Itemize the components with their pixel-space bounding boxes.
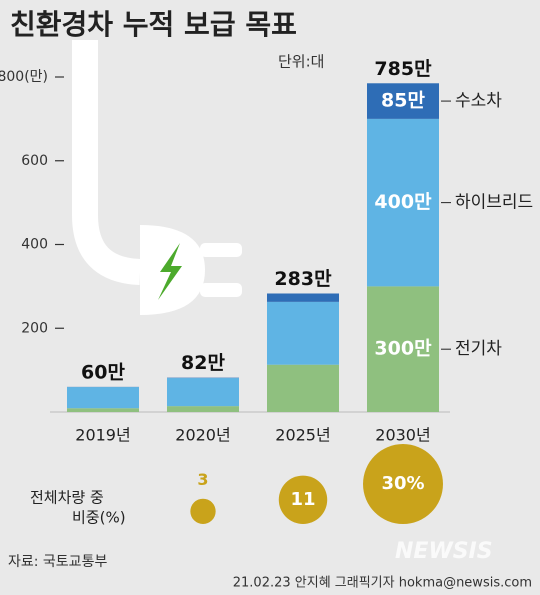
source: 자료: 국토교통부 — [8, 554, 107, 570]
credit: 21.02.23 안지혜 그래픽기자 hokma@newsis.com — [233, 576, 532, 591]
total-label: 82만 — [181, 352, 225, 374]
share-label-value: 30% — [381, 473, 424, 494]
bar-segment — [367, 118, 439, 287]
plug-prong — [200, 243, 242, 257]
bar-segment — [367, 286, 439, 412]
share-label: 전체차량 중 — [30, 489, 104, 507]
lightning — [158, 243, 182, 300]
value-label: 400만 — [374, 191, 432, 213]
share-label: 비중(%) — [72, 509, 126, 527]
bar-segment — [267, 364, 339, 412]
bar-segment — [167, 378, 239, 407]
bar-segment — [67, 387, 139, 409]
total-label: 785만 — [374, 58, 432, 80]
legend-label: 전기차 — [455, 339, 502, 359]
total-label: 60만 — [81, 361, 125, 383]
value-label: 85만 — [381, 90, 425, 112]
unit: 단위:대 — [278, 53, 324, 71]
cable — [72, 40, 142, 285]
y-tick-label: 200 — [21, 320, 48, 336]
bar-segment — [267, 293, 339, 302]
bar-segment — [67, 408, 139, 412]
bar-segment — [367, 83, 439, 119]
share-label-value: 3 — [197, 470, 208, 489]
x-tick-label: 2020년 — [175, 426, 230, 445]
share-bubble — [190, 498, 216, 524]
total-label: 283만 — [274, 268, 332, 290]
x-tick-label: 2030년 — [375, 426, 430, 445]
legend-label: 수소차 — [455, 91, 502, 111]
share-bubble — [278, 475, 328, 524]
share-bubble — [363, 444, 443, 524]
plug-prong — [200, 283, 242, 297]
watermark: NEWSIS — [395, 539, 493, 564]
share-label-value: 11 — [290, 489, 315, 510]
plug-illustration — [72, 40, 242, 315]
chart-title: 친환경차 누적 보급 목표 — [10, 8, 297, 41]
x-tick-label: 2019년 — [75, 426, 130, 445]
bar-segment — [167, 406, 239, 412]
y-tick-label: 400 — [21, 237, 48, 253]
y-tick-label: 800(만) — [0, 69, 48, 85]
legend-label: 하이브리드 — [455, 193, 533, 213]
y-tick-label: 600 — [21, 153, 48, 169]
bar-segment — [267, 301, 339, 365]
x-tick-label: 2025년 — [275, 426, 330, 445]
value-label: 300만 — [374, 338, 432, 360]
